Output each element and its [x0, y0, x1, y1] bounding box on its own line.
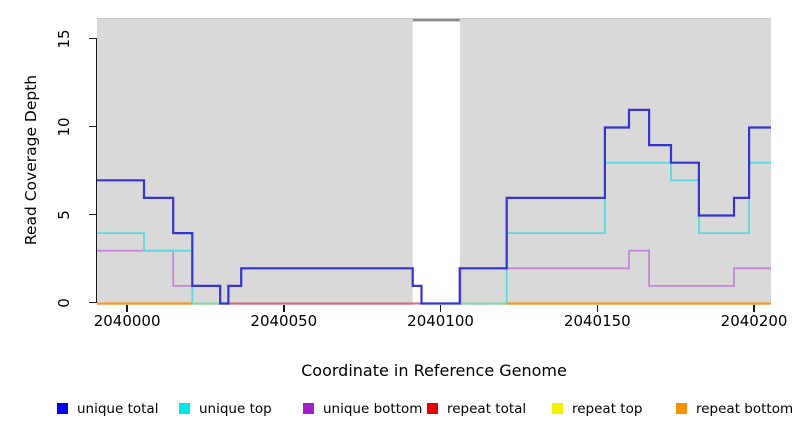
- x-axis-title: Coordinate in Reference Genome: [301, 361, 567, 380]
- legend-label: unique bottom: [323, 401, 423, 417]
- series-line-unique-bottom: [97, 249, 771, 305]
- x-tick: [753, 305, 755, 312]
- legend-label: unique total: [77, 401, 159, 417]
- x-tick: [283, 305, 285, 312]
- legend-swatch-icon: [552, 403, 563, 414]
- legend-swatch-icon: [676, 403, 687, 414]
- y-axis-line: [96, 38, 98, 303]
- legend-swatch-icon: [427, 403, 438, 414]
- x-tick-label: 2040100: [407, 312, 474, 330]
- legend-swatch-icon: [179, 403, 190, 414]
- y-tick: [89, 125, 97, 128]
- legend-label: unique top: [199, 401, 272, 417]
- y-tick-label: 15: [55, 28, 73, 49]
- no-data-region: [412, 19, 460, 305]
- legend-swatch-icon: [303, 403, 314, 414]
- legend-swatch-icon: [57, 403, 68, 414]
- x-tick: [439, 305, 442, 312]
- x-tick-label: 2040200: [720, 312, 788, 330]
- y-tick-label: 10: [55, 116, 73, 137]
- y-tick: [89, 37, 97, 40]
- y-axis-title: Read Coverage Depth: [22, 74, 40, 246]
- x-tick-label: 2040050: [250, 312, 318, 330]
- series-svg: [97, 19, 771, 305]
- legend: unique total unique top unique bottom repea…: [0, 395, 792, 425]
- y-tick: [89, 301, 97, 304]
- x-tick-label: 2040150: [563, 312, 631, 330]
- x-tick: [596, 305, 599, 312]
- plot-panel: [97, 18, 771, 305]
- x-tick-label: 2040000: [93, 312, 161, 330]
- y-tick-label: 5: [55, 209, 73, 220]
- series-line-unique-total: [97, 108, 771, 305]
- x-tick: [126, 305, 128, 312]
- legend-label: repeat total: [447, 401, 527, 417]
- legend-label: repeat bottom: [696, 401, 792, 417]
- y-tick: [89, 213, 97, 216]
- y-tick-label: 0: [55, 297, 73, 308]
- legend-label: repeat top: [572, 401, 643, 417]
